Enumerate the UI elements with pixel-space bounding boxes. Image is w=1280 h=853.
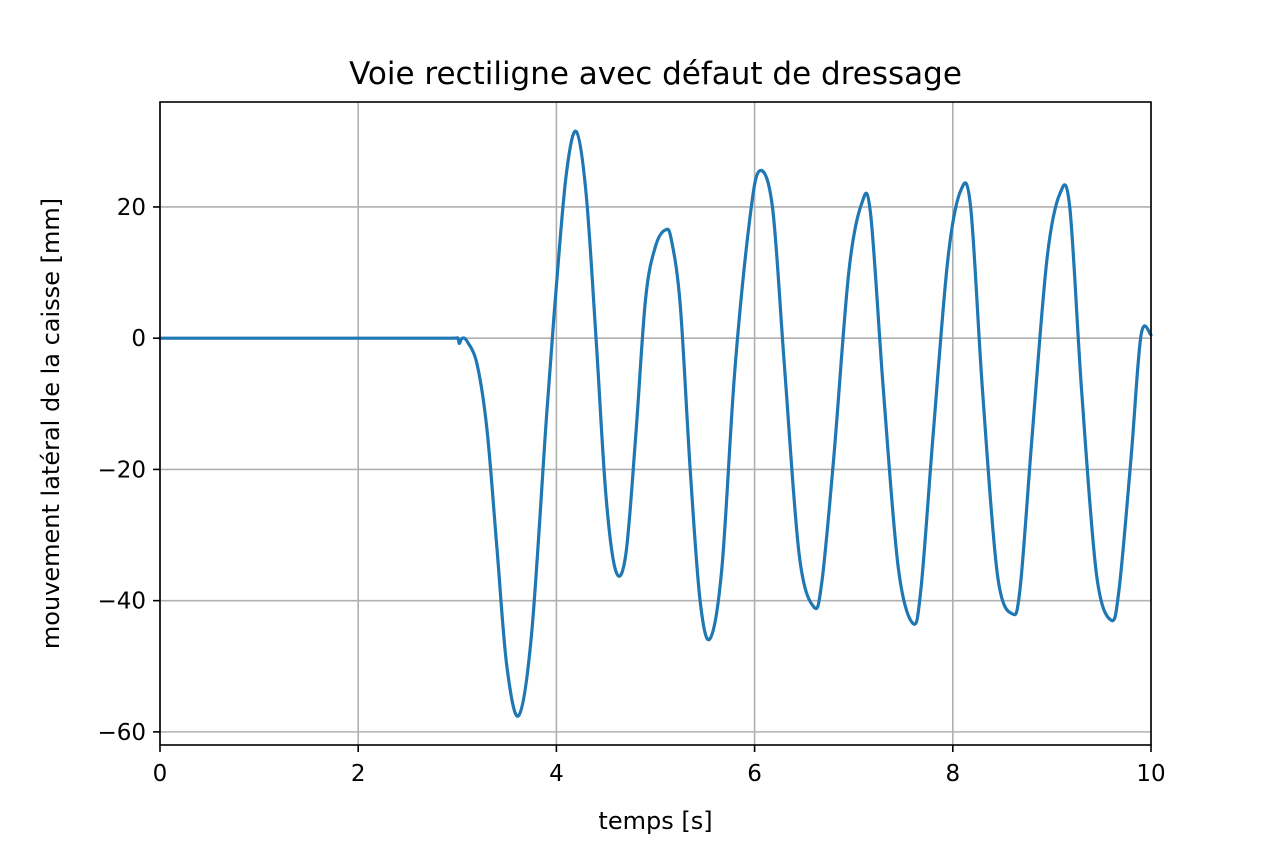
x-tick-label: 10 <box>1136 761 1165 787</box>
x-tick-label: 8 <box>945 761 960 787</box>
x-tick-label: 6 <box>747 761 762 787</box>
series-layer <box>158 129 1153 718</box>
ticks: 0 2 4 6 8 10 −60 −40 −20 0 20 <box>97 195 1165 787</box>
y-tick-label: 0 <box>131 326 146 352</box>
y-tick-label: −20 <box>97 457 146 483</box>
x-axis-label: temps [s] <box>598 807 712 835</box>
plot-frame <box>159 101 1152 746</box>
x-tick-label: 0 <box>153 761 168 787</box>
y-tick-label: −40 <box>97 589 146 615</box>
y-axis-label: mouvement latéral de la caisse [mm] <box>37 198 65 649</box>
y-tick-label: −60 <box>97 720 146 746</box>
x-tick-label: 4 <box>549 761 564 787</box>
chart-title: Voie rectiligne avec défaut de dressage <box>349 56 962 92</box>
x-tick-label: 2 <box>351 761 366 787</box>
series-line-0 <box>158 129 1153 718</box>
y-tick-label: 20 <box>117 195 146 221</box>
